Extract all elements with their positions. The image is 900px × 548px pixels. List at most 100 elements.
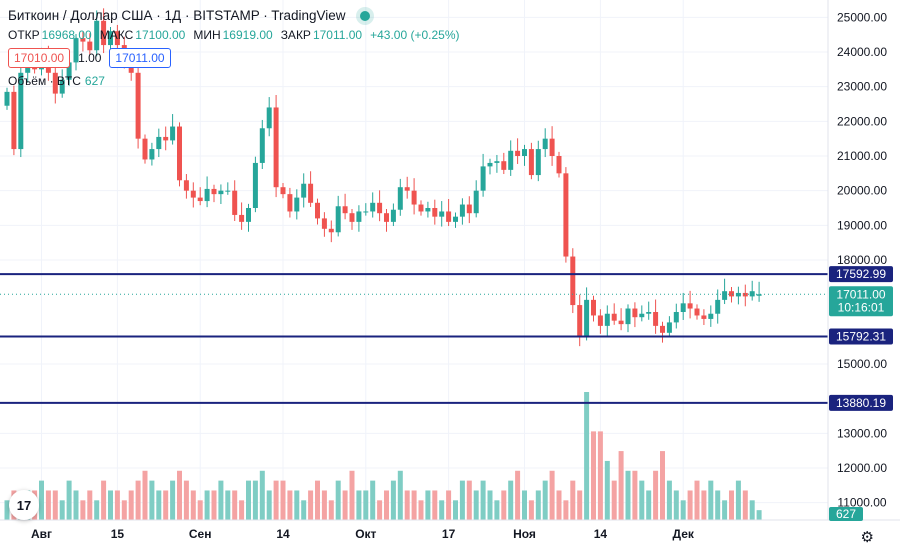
candle-body [653, 312, 659, 326]
time-tick-label: 14 [594, 527, 608, 541]
candle-body [73, 38, 79, 63]
volume-bar [418, 500, 424, 520]
volume-bar [501, 490, 507, 520]
candle-body [604, 313, 610, 326]
volume-bar [722, 500, 728, 520]
candle-body [742, 292, 748, 297]
candle-body [404, 187, 410, 191]
candle-body [466, 204, 472, 214]
candle-body [522, 149, 527, 156]
candle-body [363, 211, 369, 213]
volume-bar [618, 451, 624, 520]
candle-body [570, 256, 576, 306]
volume-label: Объём · BTC [8, 74, 81, 88]
volume-bar [335, 480, 341, 520]
volume-bar [528, 500, 534, 520]
volume-bar [563, 500, 569, 520]
volume-bar [480, 480, 486, 520]
volume-bar [128, 490, 134, 520]
candle-body [625, 308, 631, 325]
volume-bar [680, 500, 686, 520]
time-tick-label: Окт [355, 527, 376, 541]
bid-ask-row: 17010.00 1.00 17011.00 [8, 48, 460, 68]
price-tick-label: 19000.00 [837, 218, 887, 232]
candlesticks [4, 8, 762, 347]
candle-body [611, 313, 617, 321]
volume-bar [570, 480, 576, 520]
candle-body [515, 150, 521, 156]
candle-body [494, 161, 500, 163]
volume-bar [114, 490, 120, 520]
volume-bar [584, 392, 590, 520]
volume-bar [170, 480, 176, 520]
candle-body [390, 209, 396, 222]
candle-body [487, 162, 493, 167]
volume-bar [94, 500, 100, 520]
volume-bar [487, 490, 493, 520]
volume-bar [653, 470, 659, 520]
time-tick-label: Дек [673, 527, 695, 541]
volume-bar [632, 470, 638, 520]
candle-body [384, 213, 389, 222]
candle-body [301, 183, 307, 198]
market-open-icon [359, 10, 370, 21]
candle-body [321, 218, 327, 229]
candle-body [446, 211, 452, 222]
volume-bar [232, 490, 238, 520]
candle-body [204, 188, 210, 202]
sell-button[interactable]: 17010.00 [8, 48, 71, 68]
candle-body [666, 322, 672, 333]
volume-bar [549, 470, 555, 520]
time-tick-label: Сен [189, 527, 212, 541]
candle-body [25, 65, 31, 73]
volume-bar [163, 490, 169, 520]
volume-bar [432, 490, 438, 520]
high-value: 17100.00 [135, 28, 186, 42]
buy-button[interactable]: 17011.00 [109, 48, 171, 68]
volume-bar [39, 480, 44, 520]
candle-body [418, 204, 424, 212]
candle-body [715, 299, 721, 314]
tradingview-logo-icon[interactable]: 17 [9, 490, 39, 520]
symbol-title[interactable]: Биткоин / Доллар США · 1Д · BITSTAMP · T… [8, 8, 346, 23]
gear-icon[interactable]: ⚙ [860, 529, 874, 546]
candle-body [101, 20, 107, 46]
volume-bar [404, 490, 410, 520]
candle-body [535, 149, 541, 176]
candle-body [618, 320, 624, 325]
volume-badge-label: 627 [836, 507, 856, 521]
candle-body [370, 202, 376, 212]
volume-bar [328, 500, 334, 520]
candle-body [80, 38, 86, 42]
volume-bar [342, 490, 348, 520]
candle-body [273, 107, 279, 188]
price-tick-label: 18000.00 [837, 253, 887, 267]
volume-bar [273, 480, 279, 520]
candle-body [453, 216, 458, 222]
candle-body [508, 150, 514, 170]
volume-bar [280, 480, 286, 520]
volume-bar [142, 470, 148, 520]
candle-body [591, 299, 596, 316]
price-tick-label: 22000.00 [837, 114, 887, 128]
volume-bar [673, 490, 679, 520]
price-tick-label: 12000.00 [837, 461, 887, 475]
level-price-badge [829, 328, 893, 345]
candle-body [308, 183, 314, 203]
volume-bar [321, 490, 327, 520]
volume-value: 627 [84, 74, 105, 88]
candle-body [563, 173, 569, 257]
candle-body [211, 188, 217, 195]
price-tick-label: 25000.00 [837, 10, 887, 24]
candle-body [632, 308, 638, 318]
candle-body [4, 91, 10, 106]
volume-bar [466, 480, 472, 520]
volume-bar [156, 490, 162, 520]
candle-body [729, 291, 734, 297]
volume-bar [729, 490, 734, 520]
low-value: 16919.00 [222, 28, 273, 42]
volume-bar [135, 480, 141, 520]
candle-body [328, 228, 334, 233]
volume-legend[interactable]: Объём · BTC 627 [8, 74, 460, 88]
